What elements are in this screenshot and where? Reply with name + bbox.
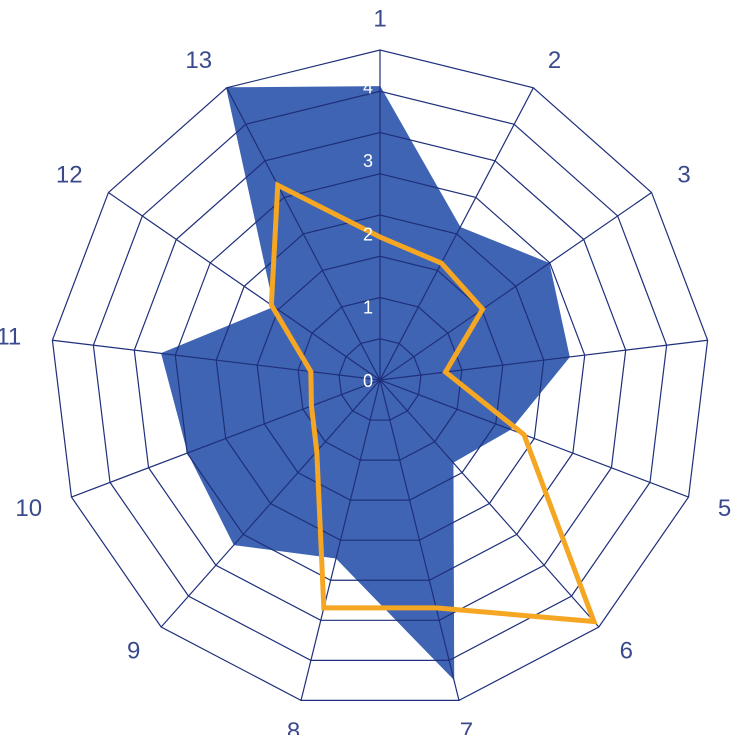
grid-ring-3 bbox=[256, 255, 504, 501]
spoke-11 bbox=[52, 339, 381, 381]
axis-label-1: 1 bbox=[373, 6, 386, 33]
spoke-9 bbox=[160, 379, 381, 628]
axis-label-2: 2 bbox=[548, 47, 561, 74]
axis-label-9: 9 bbox=[127, 637, 140, 664]
grid-ring-2 bbox=[297, 296, 463, 461]
grid-ring-5 bbox=[174, 173, 586, 581]
axis-label-3: 3 bbox=[677, 162, 690, 189]
spoke-5 bbox=[379, 379, 689, 498]
axis-label-6: 6 bbox=[620, 637, 633, 664]
spoke-6 bbox=[379, 379, 600, 628]
series-1-area bbox=[161, 86, 570, 681]
grid-ring-4 bbox=[215, 214, 545, 541]
axis-label-5: 5 bbox=[718, 495, 731, 522]
r-tick-label-4: 4 bbox=[363, 78, 373, 98]
axis-label-8: 8 bbox=[287, 718, 300, 735]
grid-ring-1 bbox=[338, 338, 422, 421]
r-tick-label-0: 0 bbox=[363, 371, 373, 391]
axis-label-11: 11 bbox=[0, 323, 21, 350]
grid-ring-7 bbox=[92, 90, 668, 661]
spoke-12 bbox=[108, 192, 381, 381]
series-2-line bbox=[268, 181, 598, 625]
axis-label-7: 7 bbox=[460, 718, 473, 735]
axis-label-10: 10 bbox=[15, 495, 42, 522]
spoke-10 bbox=[71, 379, 381, 498]
axis-label-13: 13 bbox=[185, 47, 212, 74]
spoke-8 bbox=[300, 379, 381, 701]
spoke-7 bbox=[379, 379, 460, 701]
grid-ring-8 bbox=[51, 49, 709, 702]
spoke-4 bbox=[379, 339, 708, 381]
r-tick-label-2: 2 bbox=[363, 224, 373, 244]
grid-ring-6 bbox=[133, 131, 627, 621]
axis-label-12: 12 bbox=[56, 162, 83, 189]
r-tick-label-1: 1 bbox=[363, 298, 373, 318]
r-tick-label-3: 3 bbox=[363, 151, 373, 171]
spoke-2 bbox=[379, 87, 534, 381]
spoke-13 bbox=[226, 87, 381, 381]
spoke-3 bbox=[379, 192, 652, 381]
